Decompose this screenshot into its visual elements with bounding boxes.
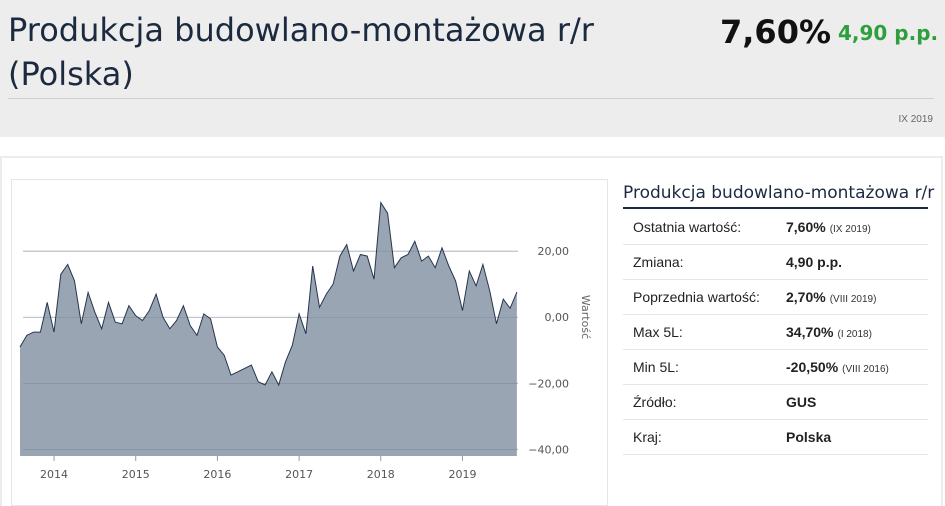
x-tick-label: 2014 xyxy=(40,468,68,481)
stats-value-cell: 7,60% (IX 2019) xyxy=(786,210,928,245)
y-tick-label: −40,00 xyxy=(528,443,569,456)
stats-title-underline xyxy=(623,207,928,209)
series-area xyxy=(20,202,517,456)
stats-label: Poprzednia wartość: xyxy=(623,279,786,315)
stats-row: Źródło: GUS xyxy=(623,384,928,420)
x-tick-label: 2016 xyxy=(203,468,231,481)
stats-row: Zmiana: 4,90 p.p. xyxy=(623,244,928,280)
stats-value: 4,90 p.p. xyxy=(786,254,843,270)
stats-table: Ostatnia wartość: 7,60% (IX 2019) Zmiana: 4,… xyxy=(623,210,928,455)
stats-value: -20,50% xyxy=(786,359,839,375)
current-value: 7,60% xyxy=(720,13,832,51)
header-bar xyxy=(0,0,945,137)
stats-value-cell: GUS xyxy=(786,384,928,420)
change-value: 4,90 p.p. xyxy=(838,21,939,45)
stats-label: Kraj: xyxy=(623,419,786,455)
x-tick-label: 2015 xyxy=(122,468,150,481)
x-tick-label: 2019 xyxy=(448,468,476,481)
header-divider xyxy=(8,98,934,99)
stats-value-cell: Polska xyxy=(786,419,928,455)
stats-label: Max 5L: xyxy=(623,314,786,350)
stats-row: Min 5L: -20,50% (VIII 2016) xyxy=(623,349,928,385)
stats-title: Produkcja budowlano-montażowa r/r xyxy=(623,183,935,203)
stats-note: (IX 2019) xyxy=(829,224,871,235)
stats-note: (VIII 2016) xyxy=(842,364,889,375)
stats-note: (VIII 2019) xyxy=(829,294,877,305)
stats-label: Ostatnia wartość: xyxy=(623,210,786,245)
stats-value-cell: -20,50% (VIII 2016) xyxy=(786,349,928,385)
stats-label: Źródło: xyxy=(623,384,786,420)
stats-label: Zmiana: xyxy=(623,244,786,280)
x-tick-label: 2017 xyxy=(285,468,313,481)
stats-value: GUS xyxy=(786,394,817,410)
period-label: IX 2019 xyxy=(898,114,933,125)
stats-value: 2,70% xyxy=(786,289,826,305)
x-tick-labels: 2014 2015 2016 2017 2018 2019 xyxy=(40,456,476,481)
stats-value: Polska xyxy=(786,429,832,445)
stats-value-cell: 34,70% (I 2018) xyxy=(786,314,928,350)
area-chart: 20,000,00−20,00−40,00 2014 2015 2016 2017 20… xyxy=(19,201,592,481)
y-tick-labels: 20,00 0,00 −20,00 −40,00 xyxy=(528,245,569,456)
stats-note: (I 2018) xyxy=(837,329,872,340)
series-line xyxy=(19,201,518,387)
y-tick-label: 0,00 xyxy=(545,311,570,324)
y-tick-label: −20,00 xyxy=(528,377,569,390)
stats-value: 34,70% xyxy=(786,324,834,340)
stats-value-cell: 2,70% (VIII 2019) xyxy=(786,279,928,315)
stats-value: 7,60% xyxy=(786,219,826,235)
stats-row: Max 5L: 34,70% (I 2018) xyxy=(623,314,928,350)
content-panel xyxy=(0,156,943,506)
stats-value-cell: 4,90 p.p. xyxy=(786,244,928,280)
stats-label: Min 5L: xyxy=(623,349,786,385)
stats-row: Poprzednia wartość: 2,70% (VIII 2019) xyxy=(623,279,928,315)
y-tick-label: 20,00 xyxy=(538,245,570,258)
x-tick-label: 2018 xyxy=(367,468,395,481)
page-title: Produkcja budowlano-montażowa r/r (Polsk… xyxy=(8,11,594,93)
stats-row: Ostatnia wartość: 7,60% (IX 2019) xyxy=(623,210,928,245)
y-axis-label: Wartość xyxy=(579,295,592,339)
stats-row: Kraj: Polska xyxy=(623,419,928,455)
